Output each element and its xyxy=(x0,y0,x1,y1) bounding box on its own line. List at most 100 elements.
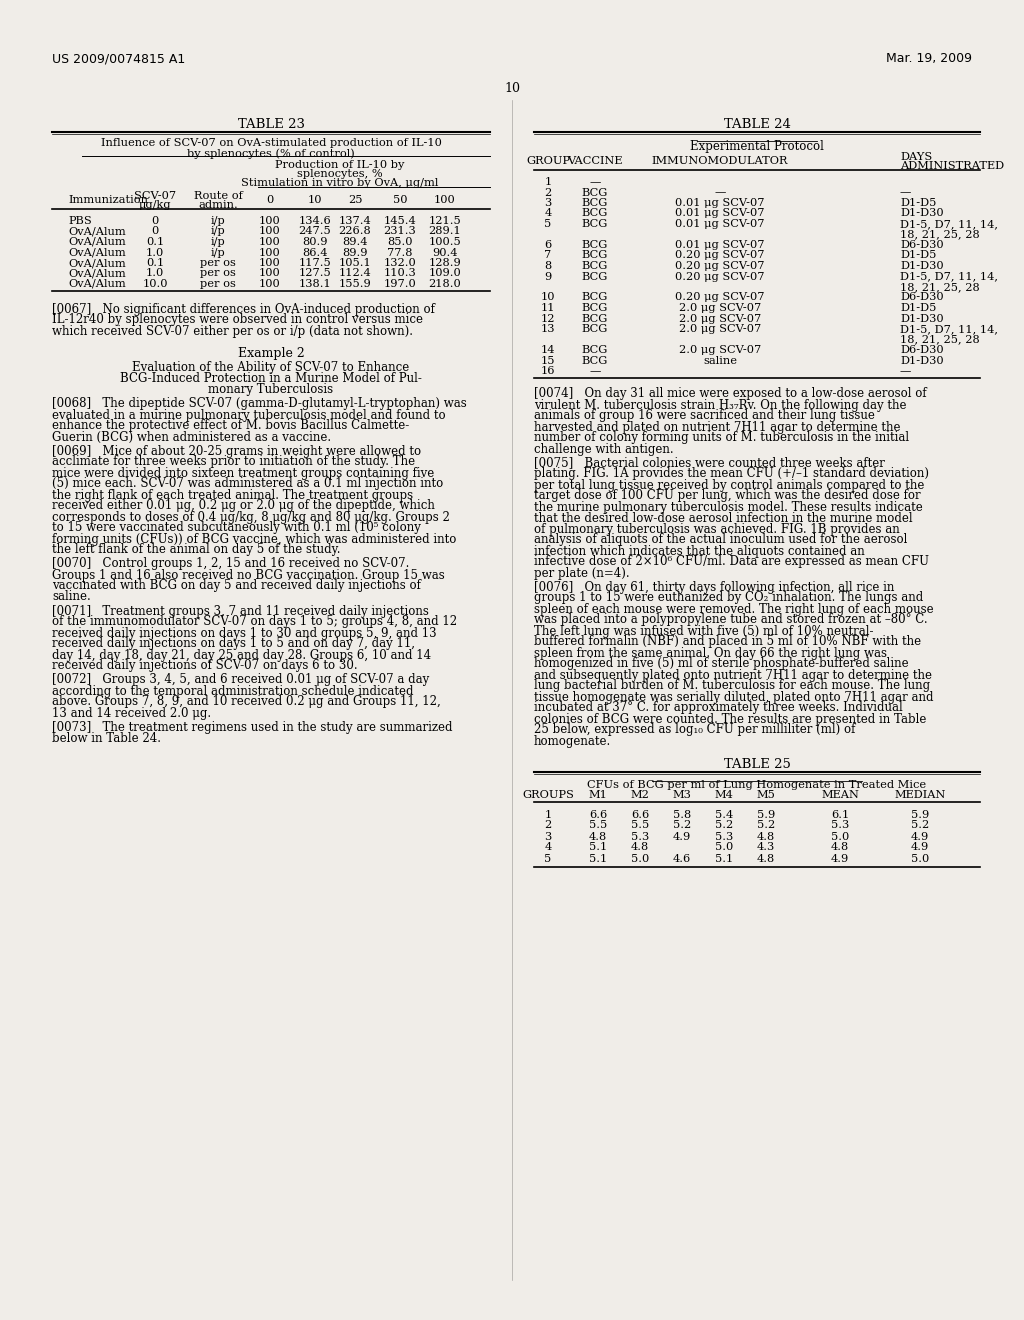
Text: BCG: BCG xyxy=(582,293,608,302)
Text: 137.4: 137.4 xyxy=(339,216,372,226)
Text: M1: M1 xyxy=(589,789,607,800)
Text: which received SCV-07 either per os or i/p (data not shown).: which received SCV-07 either per os or i… xyxy=(52,325,413,338)
Text: [0070]   Control groups 1, 2, 15 and 16 received no SCV-07.: [0070] Control groups 1, 2, 15 and 16 re… xyxy=(52,557,410,570)
Text: Route of: Route of xyxy=(194,191,243,201)
Text: TABLE 25: TABLE 25 xyxy=(724,758,791,771)
Text: to 15 were vaccinated subcutaneously with 0.1 ml (10⁵ colony: to 15 were vaccinated subcutaneously wit… xyxy=(52,521,421,535)
Text: 90.4: 90.4 xyxy=(432,248,458,257)
Text: 10: 10 xyxy=(541,293,555,302)
Text: D6-D30: D6-D30 xyxy=(900,293,944,302)
Text: [0071]   Treatment groups 3, 7 and 11 received daily injections: [0071] Treatment groups 3, 7 and 11 rece… xyxy=(52,605,429,618)
Text: 5.5: 5.5 xyxy=(631,821,649,830)
Text: Immunization: Immunization xyxy=(68,195,148,205)
Text: OvA/Alum: OvA/Alum xyxy=(68,238,126,247)
Text: 5: 5 xyxy=(545,219,552,228)
Text: 5: 5 xyxy=(545,854,552,863)
Text: number of colony forming units of M. tuberculosis in the initial: number of colony forming units of M. tub… xyxy=(534,432,909,445)
Text: i/p: i/p xyxy=(211,227,225,236)
Text: BCG: BCG xyxy=(582,198,608,209)
Text: OvA/Alum: OvA/Alum xyxy=(68,279,126,289)
Text: 112.4: 112.4 xyxy=(339,268,372,279)
Text: D1-5, D7, 11, 14,: D1-5, D7, 11, 14, xyxy=(900,323,998,334)
Text: received daily injections of SCV-07 on days 6 to 30.: received daily injections of SCV-07 on d… xyxy=(52,660,357,672)
Text: 10: 10 xyxy=(504,82,520,95)
Text: D1-D5: D1-D5 xyxy=(900,304,936,313)
Text: admin.: admin. xyxy=(198,201,238,210)
Text: GROUPS: GROUPS xyxy=(522,789,573,800)
Text: μg/kg: μg/kg xyxy=(138,201,171,210)
Text: i/p: i/p xyxy=(211,216,225,226)
Text: the murine pulmonary tuberculosis model. These results indicate: the murine pulmonary tuberculosis model.… xyxy=(534,500,923,513)
Text: the left flank of the animal on day 5 of the study.: the left flank of the animal on day 5 of… xyxy=(52,544,341,557)
Text: 0.01 μg SCV-07: 0.01 μg SCV-07 xyxy=(675,219,765,228)
Text: 5.2: 5.2 xyxy=(911,821,929,830)
Text: i/p: i/p xyxy=(211,248,225,257)
Text: 0.20 μg SCV-07: 0.20 μg SCV-07 xyxy=(675,251,765,260)
Text: 218.0: 218.0 xyxy=(429,279,462,289)
Text: 5.9: 5.9 xyxy=(757,809,775,820)
Text: BCG: BCG xyxy=(582,251,608,260)
Text: OvA/Alum: OvA/Alum xyxy=(68,257,126,268)
Text: 1: 1 xyxy=(545,177,552,187)
Text: 1.0: 1.0 xyxy=(145,248,164,257)
Text: 0.1: 0.1 xyxy=(145,238,164,247)
Text: 4.8: 4.8 xyxy=(757,854,775,863)
Text: 11: 11 xyxy=(541,304,555,313)
Text: lung bacterial burden of M. tuberculosis for each mouse. The lung: lung bacterial burden of M. tuberculosis… xyxy=(534,680,930,693)
Text: 110.3: 110.3 xyxy=(384,268,417,279)
Text: 89.4: 89.4 xyxy=(342,238,368,247)
Text: 6.6: 6.6 xyxy=(631,809,649,820)
Text: evaluated in a murine pulmonary tuberculosis model and found to: evaluated in a murine pulmonary tubercul… xyxy=(52,408,445,421)
Text: BCG-Induced Protection in a Murine Model of Pul-: BCG-Induced Protection in a Murine Model… xyxy=(120,372,422,385)
Text: 1.0: 1.0 xyxy=(145,268,164,279)
Text: was placed into a polypropylene tube and stored frozen at –80° C.: was placed into a polypropylene tube and… xyxy=(534,614,928,627)
Text: 100: 100 xyxy=(259,248,281,257)
Text: 25: 25 xyxy=(348,195,362,205)
Text: TABLE 23: TABLE 23 xyxy=(238,117,304,131)
Text: 5.1: 5.1 xyxy=(589,842,607,853)
Text: saline: saline xyxy=(703,355,737,366)
Text: [0067]   No significant differences in OvA-induced production of: [0067] No significant differences in OvA… xyxy=(52,302,435,315)
Text: 100: 100 xyxy=(259,268,281,279)
Text: 2.0 μg SCV-07: 2.0 μg SCV-07 xyxy=(679,314,761,323)
Text: 4.6: 4.6 xyxy=(673,854,691,863)
Text: target dose of 100 CFU per lung, which was the desired dose for: target dose of 100 CFU per lung, which w… xyxy=(534,490,921,503)
Text: corresponds to doses of 0.4 μg/kg, 8 μg/kg and 80 μg/kg. Groups 2: corresponds to doses of 0.4 μg/kg, 8 μg/… xyxy=(52,511,450,524)
Text: 5.1: 5.1 xyxy=(715,854,733,863)
Text: 127.5: 127.5 xyxy=(299,268,332,279)
Text: GROUP: GROUP xyxy=(526,156,570,166)
Text: received daily injections on days 1 to 5 and on day 7, day 11,: received daily injections on days 1 to 5… xyxy=(52,638,415,651)
Text: 5.0: 5.0 xyxy=(911,854,929,863)
Text: 6.1: 6.1 xyxy=(830,809,849,820)
Text: buffered formalin (NBF) and placed in 5 ml of 10% NBF with the: buffered formalin (NBF) and placed in 5 … xyxy=(534,635,922,648)
Text: 9: 9 xyxy=(545,272,552,281)
Text: 5.3: 5.3 xyxy=(631,832,649,842)
Text: 3: 3 xyxy=(545,832,552,842)
Text: 0.01 μg SCV-07: 0.01 μg SCV-07 xyxy=(675,209,765,219)
Text: 138.1: 138.1 xyxy=(299,279,332,289)
Text: [0068]   The dipeptide SCV-07 (gamma-D-glutamyl-L-tryptophan) was: [0068] The dipeptide SCV-07 (gamma-D-glu… xyxy=(52,397,467,411)
Text: 10.0: 10.0 xyxy=(142,279,168,289)
Text: D1-D5: D1-D5 xyxy=(900,251,936,260)
Text: D6-D30: D6-D30 xyxy=(900,345,944,355)
Text: 14: 14 xyxy=(541,345,555,355)
Text: 0.01 μg SCV-07: 0.01 μg SCV-07 xyxy=(675,240,765,249)
Text: D1-D5: D1-D5 xyxy=(900,198,936,209)
Text: spleen from the same animal. On day 66 the right lung was: spleen from the same animal. On day 66 t… xyxy=(534,647,887,660)
Text: 0: 0 xyxy=(152,216,159,226)
Text: Stimulation in vitro by OvA, μg/ml: Stimulation in vitro by OvA, μg/ml xyxy=(242,178,438,187)
Text: Mar. 19, 2009: Mar. 19, 2009 xyxy=(886,51,972,65)
Text: of the immunomodulator SCV-07 on days 1 to 5; groups 4, 8, and 12: of the immunomodulator SCV-07 on days 1 … xyxy=(52,615,457,628)
Text: incubated at 37° C. for approximately three weeks. Individual: incubated at 37° C. for approximately th… xyxy=(534,701,903,714)
Text: 3: 3 xyxy=(545,198,552,209)
Text: (5) mice each. SCV-07 was administered as a 0.1 ml injection into: (5) mice each. SCV-07 was administered a… xyxy=(52,478,443,491)
Text: OvA/Alum: OvA/Alum xyxy=(68,268,126,279)
Text: OvA/Alum: OvA/Alum xyxy=(68,227,126,236)
Text: 12: 12 xyxy=(541,314,555,323)
Text: The left lung was infused with five (5) ml of 10% neutral-: The left lung was infused with five (5) … xyxy=(534,624,873,638)
Text: 80.9: 80.9 xyxy=(302,238,328,247)
Text: day 14, day 18, day 21, day 25 and day 28. Groups 6, 10 and 14: day 14, day 18, day 21, day 25 and day 2… xyxy=(52,648,431,661)
Text: 4.8: 4.8 xyxy=(631,842,649,853)
Text: Evaluation of the Ability of SCV-07 to Enhance: Evaluation of the Ability of SCV-07 to E… xyxy=(132,362,410,375)
Text: 77.8: 77.8 xyxy=(387,248,413,257)
